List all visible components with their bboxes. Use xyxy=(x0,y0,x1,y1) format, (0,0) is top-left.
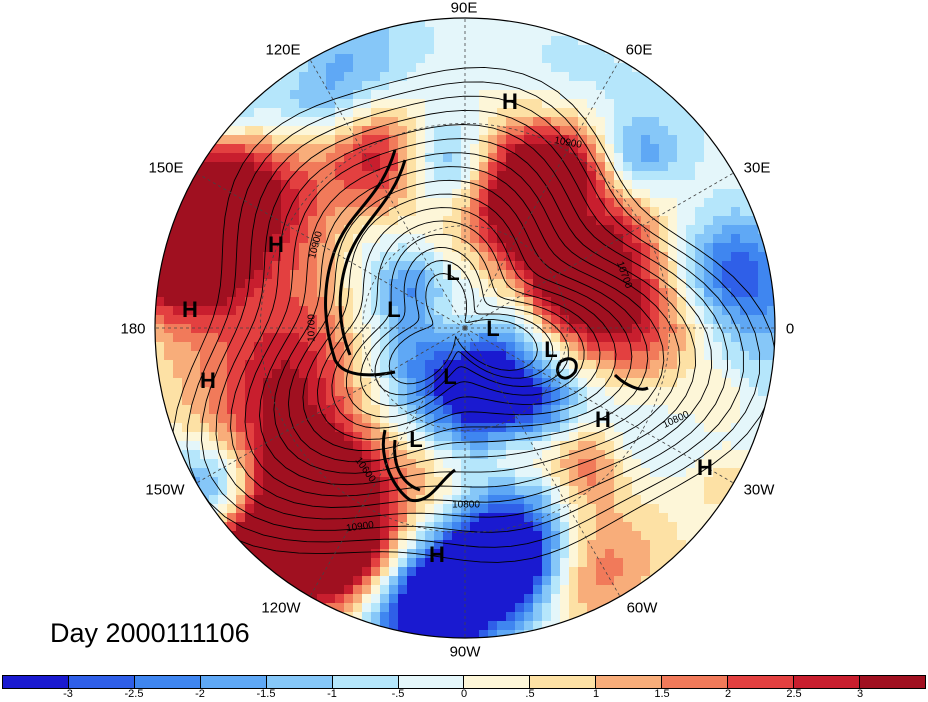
map-boundary xyxy=(154,17,776,639)
lon-label-90e: 90E xyxy=(450,0,478,17)
meridian-line xyxy=(196,327,466,484)
colorbar-swatch xyxy=(662,676,729,688)
colorbar-tick-label: 1 xyxy=(592,688,600,700)
polar-stereographic-map xyxy=(154,17,776,639)
colorbar-tick-label: 2 xyxy=(724,688,732,700)
lon-label-150w: 150W xyxy=(145,481,185,499)
colorbar-tick-label: 0 xyxy=(460,688,468,700)
lon-label-30w: 30W xyxy=(743,481,775,499)
contour-label: 10800 xyxy=(452,499,480,511)
height-contour-line xyxy=(230,124,713,508)
high-center: H xyxy=(429,542,445,567)
colorbar-swatch xyxy=(266,676,333,688)
meridian-line xyxy=(464,172,734,329)
colorbar-swatch xyxy=(332,676,399,688)
colorbar-swatch xyxy=(68,676,135,688)
colorbar-tick-label: -2 xyxy=(195,688,205,700)
lat-lon-grid xyxy=(155,18,775,638)
jet-contour-line xyxy=(381,429,456,503)
lon-label-90w: 90W xyxy=(449,643,481,661)
meridian-line xyxy=(464,327,621,597)
meridian-line xyxy=(464,59,621,329)
colorbar-tick-label: 3 xyxy=(856,688,864,700)
high-center: H xyxy=(268,232,284,257)
height-contour-line xyxy=(360,246,569,407)
colorbar-tick-label: -2.5 xyxy=(124,688,144,700)
colorbar-tick-label: .5 xyxy=(525,688,535,700)
low-center: L xyxy=(443,364,457,389)
jet-contour-line xyxy=(393,439,421,492)
colorbar-swatch xyxy=(530,676,597,688)
high-center: H xyxy=(200,368,216,393)
colorbar-swatch xyxy=(859,676,925,688)
low-center: L xyxy=(544,337,558,362)
colorbar-swatch xyxy=(134,676,201,688)
height-contour-line xyxy=(345,233,585,418)
lon-label-180: 180 xyxy=(120,320,146,338)
height-contour-line xyxy=(302,193,633,451)
height-contour-line xyxy=(388,273,538,385)
meridian-line xyxy=(196,172,466,329)
height-contour-line xyxy=(244,138,697,497)
colorbar-swatch xyxy=(200,676,267,688)
colorbar-swatch xyxy=(464,676,531,688)
jet-contour-line xyxy=(324,149,397,377)
lon-label-60e: 60E xyxy=(625,41,653,59)
jet-contour-line xyxy=(556,357,578,380)
low-center: L xyxy=(409,427,423,452)
colorbar-swatch xyxy=(794,676,860,688)
height-contour-line xyxy=(273,166,665,474)
jet-contour-line xyxy=(613,373,649,391)
colorbar-swatch xyxy=(3,676,69,688)
jet-contours xyxy=(324,149,649,503)
lon-label-60w: 60W xyxy=(626,599,658,617)
height-contour-line xyxy=(287,179,649,463)
colorbar xyxy=(2,675,926,689)
colorbar-swatch xyxy=(596,676,663,688)
height-contour-line xyxy=(172,66,775,563)
low-center: L xyxy=(387,297,401,322)
height-contours xyxy=(172,66,775,563)
height-contour-line xyxy=(259,152,681,486)
colorbar-tick-label: -3 xyxy=(63,688,73,700)
colorbar-tick-label: 1.5 xyxy=(654,688,670,700)
meridian-line xyxy=(464,327,734,484)
lon-label-0: 0 xyxy=(785,320,795,338)
height-contour-line xyxy=(215,109,728,520)
height-contour-line xyxy=(186,81,761,548)
meridian-line xyxy=(309,59,466,329)
lon-label-30e: 30E xyxy=(743,159,771,177)
high-center: H xyxy=(595,407,611,432)
high-center: H xyxy=(502,89,518,114)
lon-label-120w: 120W xyxy=(261,599,301,617)
contour-label: 10700 xyxy=(306,314,318,342)
colorbar-tick-label: -1 xyxy=(327,688,337,700)
low-center: L xyxy=(446,260,460,285)
colorbar-tick-label: -1.5 xyxy=(256,688,276,700)
colorbar-swatch xyxy=(728,676,795,688)
lon-label-120e: 120E xyxy=(265,41,301,59)
date-label: Day 2000111106 xyxy=(50,618,250,648)
height-contour-line xyxy=(374,260,554,396)
height-contour-line xyxy=(201,95,744,533)
colorbar-swatch xyxy=(398,676,465,688)
high-center: H xyxy=(697,455,713,480)
high-center: H xyxy=(182,297,198,322)
lon-label-150e: 150E xyxy=(148,159,184,177)
anomaly-field xyxy=(155,18,775,638)
low-center: L xyxy=(486,316,500,341)
height-contour-line xyxy=(316,207,617,440)
colorbar-tick-label: 2.5 xyxy=(786,688,802,700)
jet-contour-line xyxy=(338,159,407,356)
colorbar-tick-label: -.5 xyxy=(391,688,405,700)
height-contour-line xyxy=(331,220,601,429)
meridian-line xyxy=(309,327,466,597)
